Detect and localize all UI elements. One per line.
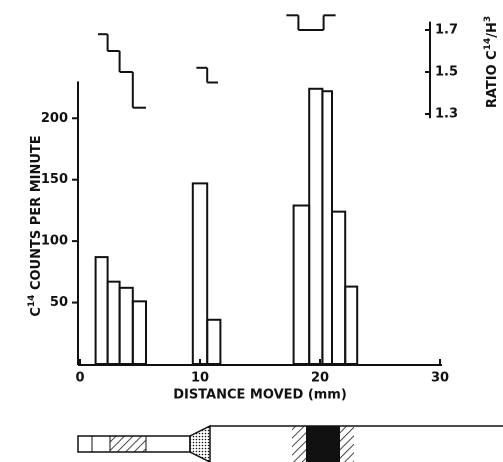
y2-tick-label: 1.7	[435, 23, 458, 38]
histogram-bar	[321, 90, 333, 366]
y2-tick-label: 1.5	[435, 65, 458, 80]
histogram-bar	[331, 210, 347, 365]
histogram-bar	[344, 285, 359, 365]
y2-label-mid: /H	[485, 22, 500, 38]
y2-label-base: RATIO C	[485, 50, 500, 108]
x-axis-label: DISTANCE MOVED (mm)	[173, 388, 347, 403]
y-axis-label: C14 COUNTS PER MINUTE	[27, 135, 44, 316]
y-tick-label: 100	[41, 234, 68, 249]
x-tick-label: 30	[431, 371, 449, 386]
histogram-bar	[106, 280, 121, 366]
y-tick-label: 200	[41, 111, 68, 126]
y2-label-sup: 14	[483, 38, 493, 51]
y2-label-sup2: 3	[483, 16, 493, 22]
y-tick-label: 50	[50, 295, 68, 310]
y-label-base: C	[29, 307, 44, 317]
x-tick-label: 20	[311, 371, 329, 386]
histogram-bar	[206, 318, 222, 366]
x-tick-label: 10	[191, 371, 209, 386]
y-tick-label: 150	[41, 172, 68, 187]
histogram-bar	[191, 182, 209, 365]
x-tick-label: 0	[75, 371, 84, 386]
histogram-bar	[118, 286, 134, 365]
histogram-bar	[292, 204, 311, 365]
y2-tick-label: 1.3	[435, 107, 458, 122]
histogram-bar	[308, 87, 324, 365]
y-label-sup: 14	[27, 295, 37, 308]
y-label-rest: COUNTS PER MINUTE	[29, 135, 44, 294]
histogram-bar	[94, 256, 109, 366]
tube-diagram	[77, 424, 503, 462]
y2-axis-label: RATIO C14/H3	[483, 16, 500, 108]
histogram-bar	[131, 300, 148, 365]
